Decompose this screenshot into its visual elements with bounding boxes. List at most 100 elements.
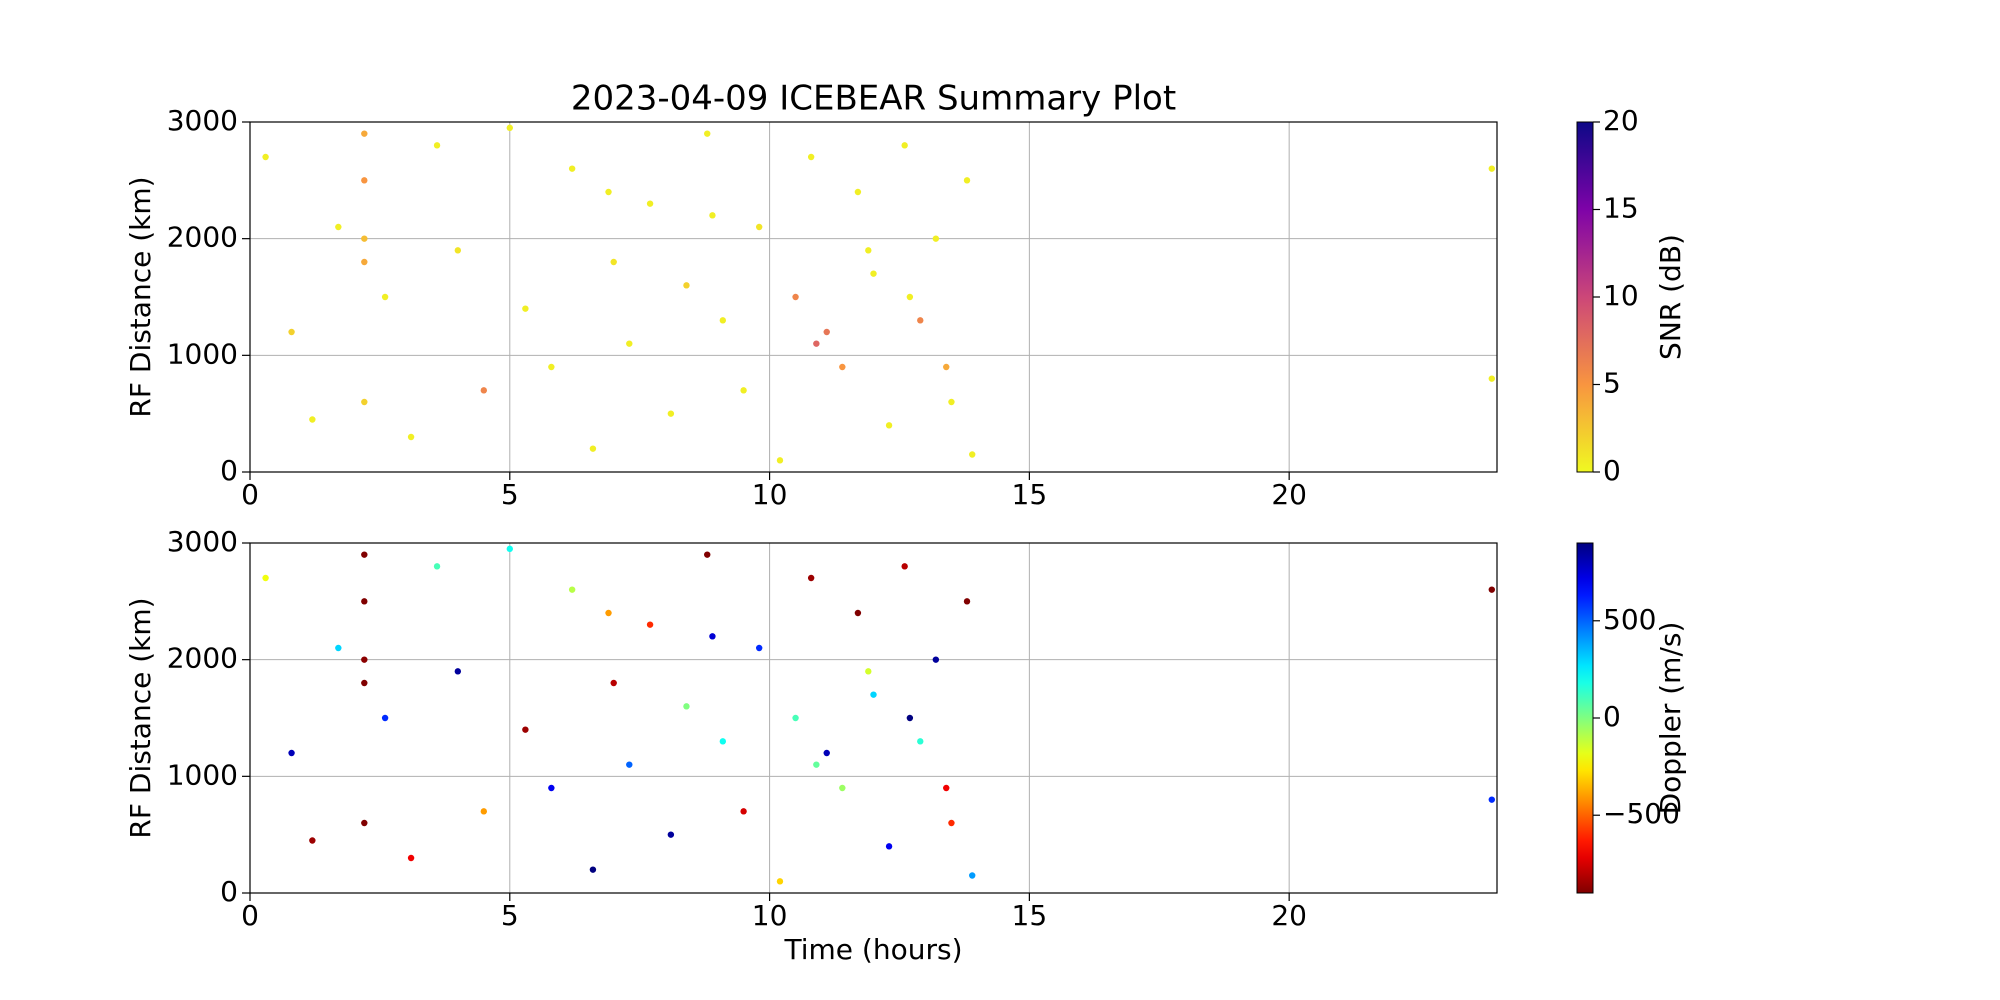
point [901,563,908,570]
point [943,784,950,792]
point [683,703,690,710]
point [548,784,555,792]
y-tick-label: 3000 [167,525,238,558]
point [885,843,893,850]
point [605,188,612,196]
point [361,598,368,605]
point [433,563,441,570]
point [407,433,415,441]
point [480,387,488,394]
point [262,574,269,582]
plot-frame [249,121,1498,473]
point [823,328,830,336]
colorbar-tick-label: −500 [1603,797,1680,830]
point [1488,796,1496,803]
point [454,668,462,675]
y-tick-label: 3000 [167,104,238,137]
point [740,808,747,815]
point [433,142,441,149]
y-tick-label: 0 [220,454,238,487]
point [917,738,924,745]
point [361,819,368,827]
y-tick-label: 0 [220,875,238,908]
point [792,293,799,301]
y-axis-label: RF Distance (km) [124,176,157,417]
point [719,317,727,324]
point [626,340,633,347]
x-axis-label: Time (hours) [784,933,963,966]
point [932,656,940,663]
point [839,784,846,792]
point [807,574,815,582]
x-tick-label: 5 [501,899,519,932]
point [932,235,940,242]
point [948,398,955,406]
plot-frame [249,542,1498,894]
point [854,609,862,617]
point [288,749,295,757]
point [610,679,617,687]
point [776,457,784,464]
point [709,633,716,640]
x-tick-label: 15 [1012,899,1048,932]
point [948,819,955,827]
point [361,551,368,558]
point [870,691,877,698]
point [667,831,675,838]
point [407,854,415,862]
point [865,247,872,254]
y-tick-label: 1000 [167,758,238,791]
point [309,416,316,423]
colorbar-tick-label: 15 [1603,192,1639,225]
point [807,153,815,161]
point [865,668,872,675]
point [683,282,690,289]
point [361,235,368,242]
point [361,656,368,663]
point [309,837,316,844]
x-tick-label: 0 [241,478,259,511]
y-tick-label: 2000 [167,642,238,675]
point [335,223,342,231]
point [568,165,576,172]
point [568,586,576,593]
y-tick-label: 1000 [167,337,238,370]
colorbar-tick-label: 0 [1603,454,1621,487]
point [755,644,763,652]
chart-title: 2023-04-09 ICEBEAR Summary Plot [571,79,1176,119]
colorbar-label: Doppler (m/s) [1654,622,1687,815]
point [943,363,950,371]
point [610,258,617,266]
points [262,545,1496,885]
point [969,872,976,879]
point [361,398,368,406]
point [646,621,654,628]
colorbar-tick-label: 0 [1603,700,1621,733]
point [361,258,368,266]
point [361,679,368,687]
point [589,866,597,873]
colorbar-tick-label: 500 [1603,603,1656,636]
x-tick-label: 10 [752,478,788,511]
y-tick-label: 2000 [167,221,238,254]
point [335,644,342,652]
point [262,153,269,161]
x-tick-label: 10 [752,899,788,932]
point [506,124,513,132]
point [626,761,633,768]
point [776,878,784,885]
point [963,177,971,184]
x-tick-label: 15 [1012,478,1048,511]
point [885,422,893,429]
point [288,328,295,336]
point [792,714,799,722]
point [361,177,368,184]
colorbar-label: SNR (dB) [1654,234,1687,360]
point [704,130,711,137]
y-axis-label: RF Distance (km) [124,597,157,838]
point [839,363,846,371]
point [589,445,597,452]
point [522,726,529,733]
x-tick-label: 20 [1271,899,1307,932]
